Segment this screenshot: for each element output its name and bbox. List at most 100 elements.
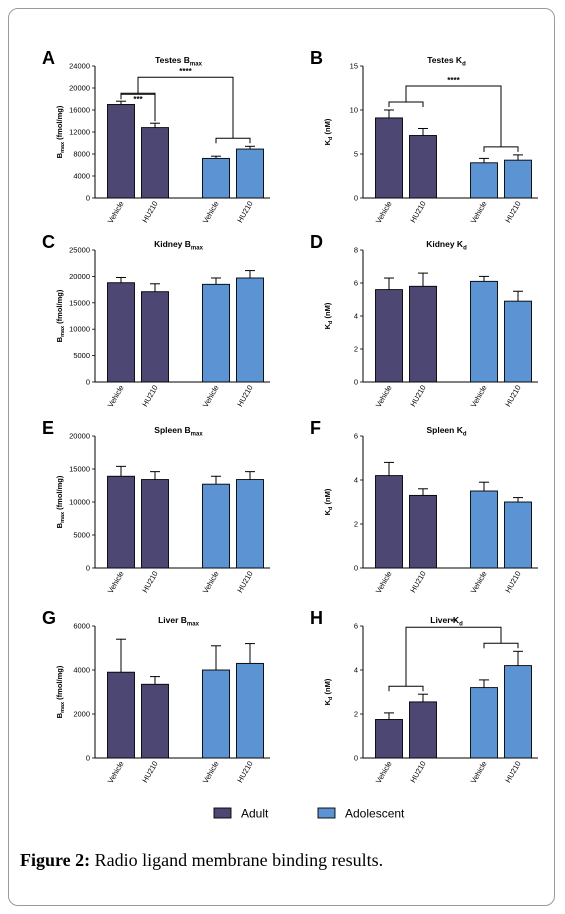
bar-vehicle-adolescent (202, 483, 230, 569)
bar-vehicle-adult (107, 104, 135, 199)
y-tick-label: 5 (354, 150, 358, 159)
bar-vehicle-adolescent (470, 687, 498, 759)
bar-vehicle-adolescent (470, 490, 498, 569)
y-tick-label: 8000 (73, 150, 90, 159)
y-axis-label: Kd (nM) (323, 488, 334, 515)
panel-letter: B (310, 48, 323, 68)
y-tick-label: 0 (86, 194, 90, 203)
x-tick-label: HU210 (235, 384, 254, 409)
x-tick-label: HU210 (503, 760, 522, 785)
x-tick-label: HU210 (503, 570, 522, 595)
y-tick-label: 6000 (73, 622, 90, 631)
significance-sub-bracket (483, 146, 519, 152)
y-axis-label: Bmax (fmol/mg) (55, 475, 66, 528)
x-tick-label: HU210 (408, 760, 427, 785)
caption-label: Figure 2: (20, 850, 91, 870)
bar-hu210-adolescent (504, 501, 532, 569)
y-tick-label: 2 (354, 710, 358, 719)
y-tick-label: 12000 (69, 128, 90, 137)
legend-swatch (213, 807, 232, 819)
y-tick-label: 20000 (69, 432, 90, 441)
y-tick-label: 4 (354, 666, 358, 675)
panel-title: Testes Bmax (155, 55, 202, 68)
y-tick-label: 6 (354, 432, 358, 441)
bar-hu210-adolescent (504, 665, 532, 759)
y-tick-label: 20000 (69, 84, 90, 93)
x-tick-label: Vehicle (106, 570, 126, 595)
significance-sub-bracket (215, 137, 251, 144)
x-tick-label: HU210 (408, 570, 427, 595)
y-tick-label: 4000 (73, 666, 90, 675)
bar-hu210-adolescent (236, 479, 264, 569)
panel-letter: C (42, 232, 55, 252)
panel-A: A Testes Bmax 0 4000 8000 12000 16000 20000 2400… (42, 48, 270, 225)
y-tick-label: 15000 (69, 465, 90, 474)
bar-hu210-adolescent (504, 300, 532, 383)
panel-title: Kidney Bmax (154, 239, 204, 252)
x-tick-label: HU210 (503, 200, 522, 225)
y-tick-label: 10000 (69, 498, 90, 507)
x-tick-label: Vehicle (469, 760, 489, 785)
significance-label: **** (179, 67, 192, 76)
y-tick-label: 10000 (69, 325, 90, 334)
panel-letter: D (310, 232, 323, 252)
panel-E: E Spleen Bmax 0 5000 10000 15000 20000 Bmax (fm… (42, 418, 270, 595)
x-tick-label: Vehicle (106, 384, 126, 409)
bar-hu210-adult (409, 135, 437, 199)
y-tick-label: 0 (86, 564, 90, 573)
legend-label: Adult (241, 807, 269, 821)
x-tick-label: HU210 (235, 200, 254, 225)
y-axis-label: Kd (nM) (323, 678, 334, 705)
bar-hu210-adult (141, 479, 169, 569)
significance-label: ** (450, 617, 457, 626)
bar-vehicle-adolescent (470, 162, 498, 199)
x-tick-label: HU210 (408, 384, 427, 409)
significance-sub-bracket (388, 685, 424, 692)
significance-bracket (137, 76, 234, 139)
bar-hu210-adolescent (236, 148, 264, 199)
y-tick-label: 6 (354, 622, 358, 631)
x-tick-label: HU210 (235, 760, 254, 785)
y-tick-label: 10 (350, 106, 358, 115)
panel-G: G Liver Bmax 0 2000 4000 6000 Bmax (fmol/mg) Ve… (42, 608, 270, 785)
y-tick-label: 2000 (73, 710, 90, 719)
legend-item-adolescent: Adolescent (317, 807, 405, 821)
panel-title: Spleen Bmax (154, 425, 203, 438)
x-tick-label: Vehicle (374, 570, 394, 595)
legend-item-adult: Adult (213, 807, 269, 821)
x-tick-label: Vehicle (374, 384, 394, 409)
x-tick-label: Vehicle (469, 384, 489, 409)
y-tick-label: 25000 (69, 246, 90, 255)
panel-F: F Spleen Kd 0 2 4 6 Kd (nM) Vehicle HU210 Vehicle… (310, 418, 538, 595)
y-tick-label: 6 (354, 279, 358, 288)
y-tick-label: 4 (354, 476, 358, 485)
y-tick-label: 8 (354, 246, 358, 255)
significance-label: **** (447, 76, 460, 85)
panel-D: D Kidney Kd 0 2 4 6 8 Kd (nM) Vehicle HU210 Vehicl… (310, 232, 538, 409)
bar-hu210-adult (409, 285, 437, 383)
y-axis-label: Kd (nM) (323, 118, 334, 145)
panel-letter: A (42, 48, 55, 68)
panel-letter: F (310, 418, 321, 438)
panel-title: Spleen Kd (426, 425, 466, 438)
y-tick-label: 0 (354, 194, 358, 203)
y-tick-label: 15 (350, 62, 358, 71)
x-tick-label: HU210 (140, 760, 159, 785)
significance-sub-bracket (483, 642, 519, 649)
panel-title: Kidney Kd (426, 239, 467, 252)
y-axis-label: Bmax (fmol/mg) (55, 105, 66, 158)
bar-vehicle-adult (107, 282, 135, 383)
bar-hu210-adolescent (504, 159, 532, 199)
bar-hu210-adolescent (236, 662, 264, 759)
x-tick-label: Vehicle (374, 200, 394, 225)
bar-vehicle-adult (375, 289, 403, 383)
x-tick-label: Vehicle (201, 200, 221, 225)
y-tick-label: 5000 (73, 531, 90, 540)
y-tick-label: 0 (354, 564, 358, 573)
x-tick-label: HU210 (140, 200, 159, 225)
panel-letter: G (42, 608, 56, 628)
panel-title: Liver Bmax (158, 615, 200, 628)
x-tick-label: Vehicle (106, 760, 126, 785)
figure-caption: Figure 2: Radio ligand membrane binding … (20, 850, 383, 871)
